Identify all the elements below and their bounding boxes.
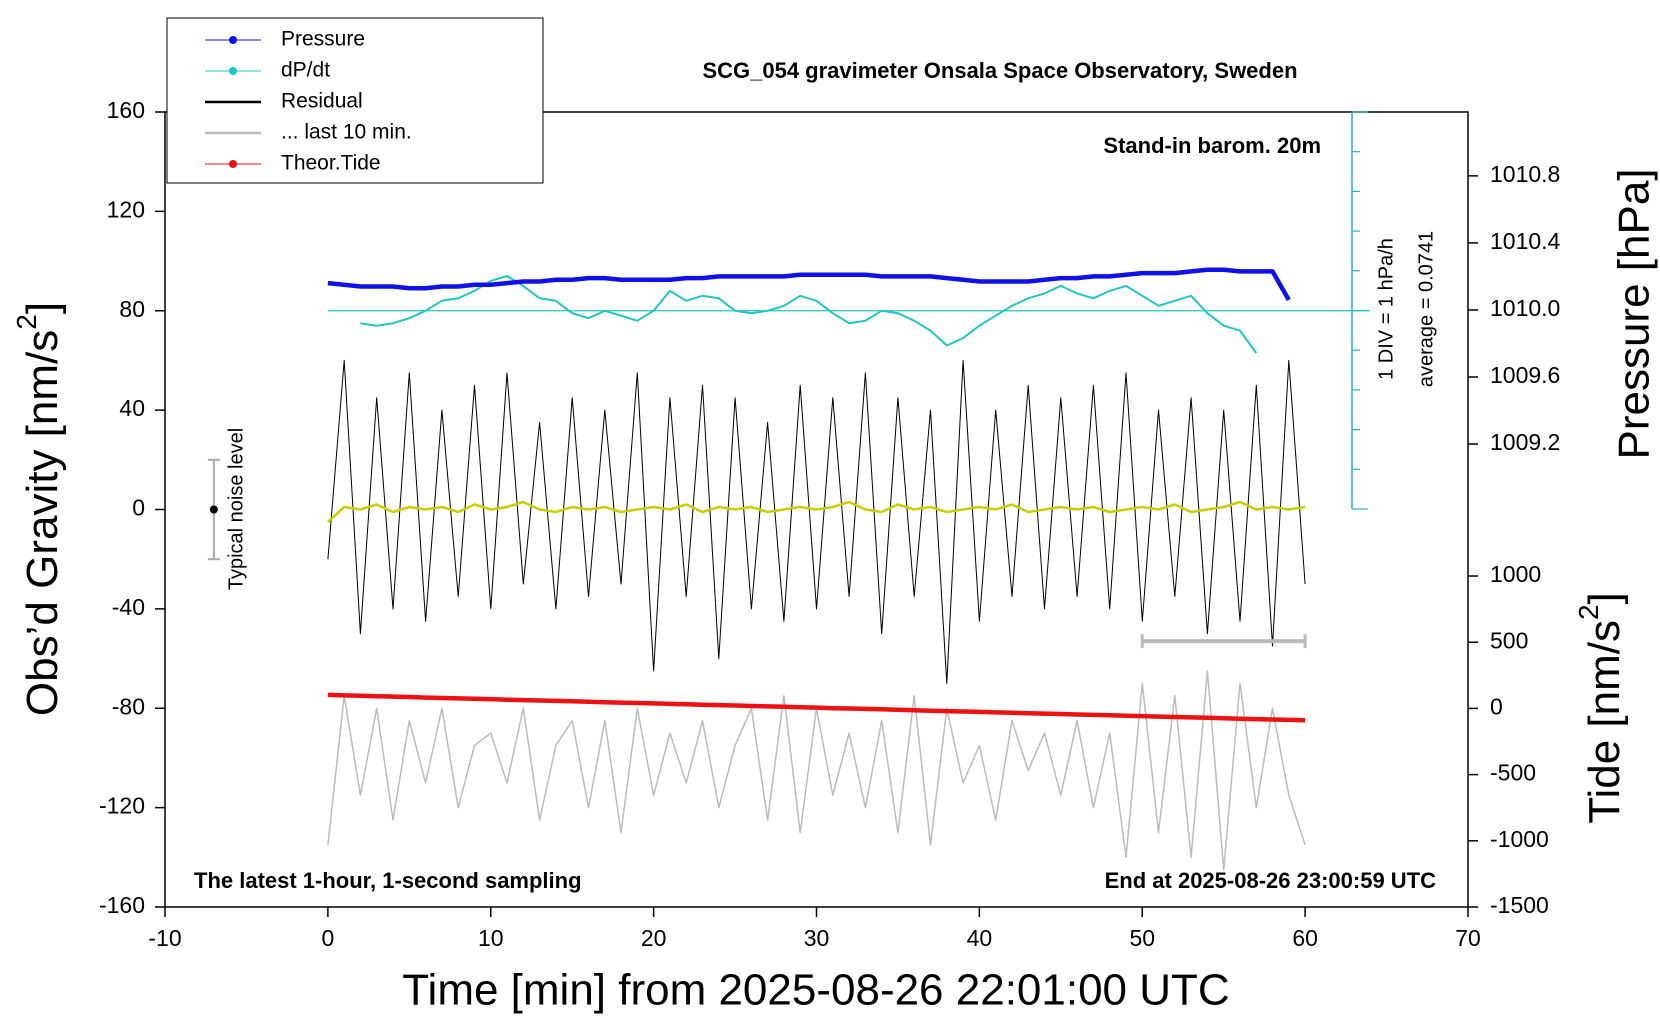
- y2-tick-label: 1010.4: [1490, 228, 1561, 254]
- y-tick-label: -120: [99, 793, 145, 819]
- y2-tick-label: 1009.2: [1490, 429, 1560, 455]
- y-tick-label: -40: [112, 594, 145, 620]
- legend-label: Pressure: [281, 28, 365, 51]
- label-superscript: 2: [11, 314, 42, 330]
- y3-tick-label: -500: [1490, 760, 1536, 786]
- noise-label: Typical noise level: [225, 428, 247, 590]
- y-tick-label: 0: [132, 495, 145, 521]
- y2-axis-label: Pressure [hPa]: [1610, 168, 1659, 459]
- plot-area: [207, 267, 1370, 871]
- label-part: Tide [nm/s: [1580, 620, 1629, 824]
- y3-tick-label: 0: [1490, 693, 1503, 719]
- x-tick-label: 60: [1292, 925, 1318, 951]
- legend: Pressure dP/dt Residual ... last 10 min. The…: [205, 28, 412, 175]
- series-line: [360, 275, 1258, 354]
- y-tick-label: -160: [99, 892, 145, 918]
- annotation: Stand-in barom. 20m: [1103, 133, 1321, 158]
- x-tick-label: -10: [148, 925, 181, 951]
- y2-tick-label: 1009.6: [1490, 362, 1560, 388]
- y3-tick-label: -1500: [1490, 892, 1549, 918]
- y-tick-label: 160: [107, 97, 145, 123]
- y-axis-label: Obs’d Gravity [nm/s2]: [11, 302, 66, 716]
- y3-tick-label: 1000: [1490, 561, 1541, 587]
- legend-label: ... last 10 min.: [281, 121, 412, 144]
- legend-label: Theor.Tide: [281, 152, 381, 175]
- label-part: ]: [18, 302, 67, 314]
- legend-label: dP/dt: [281, 59, 330, 82]
- error-point: [209, 505, 218, 514]
- legend-marker: [229, 67, 237, 75]
- label-superscript: 2: [1573, 604, 1604, 620]
- annotation: The latest 1-hour, 1-second sampling: [194, 868, 582, 893]
- series-line: [327, 267, 1291, 302]
- y-tick-label: 80: [119, 296, 145, 322]
- legend-marker: [229, 36, 237, 44]
- x-tick-label: 40: [967, 925, 993, 951]
- series-line: [327, 692, 1306, 723]
- series-line: [327, 500, 1306, 523]
- x-axis-label: Time [min] from 2025-08-26 22:01:00 UTC: [402, 966, 1229, 1015]
- chart-title: SCG_054 gravimeter Onsala Space Observat…: [702, 58, 1297, 83]
- annotation: 1 DIV = 1 hPa/h: [1375, 238, 1397, 380]
- annotation: End at 2025-08-26 23:00:59 UTC: [1105, 868, 1436, 893]
- legend-label: Residual: [281, 90, 363, 113]
- y-tick-label: 40: [119, 395, 145, 421]
- y3-axis-label: Tide [nm/s2]: [1573, 592, 1628, 824]
- y2-tick-label: 1010.0: [1490, 295, 1560, 321]
- label-part: Obs’d Gravity [nm/s: [18, 330, 67, 716]
- x-tick-label: 30: [804, 925, 830, 951]
- x-tick-label: 70: [1455, 925, 1481, 951]
- x-tick-label: 20: [641, 925, 667, 951]
- label-part: ]: [1580, 592, 1629, 604]
- series-line: [327, 359, 1306, 684]
- legend-marker: [229, 160, 237, 168]
- y2-tick-label: 1010.8: [1490, 161, 1560, 187]
- x-tick-label: 0: [321, 925, 334, 951]
- y3-tick-label: -1000: [1490, 826, 1549, 852]
- legend-box: [166, 17, 544, 184]
- y-tick-label: -80: [112, 693, 145, 719]
- x-tick-label: 10: [478, 925, 504, 951]
- x-tick-label: 50: [1129, 925, 1155, 951]
- y3-tick-label: 500: [1490, 627, 1528, 653]
- y-tick-label: 120: [107, 196, 145, 222]
- annotation: average = 0.0741: [1415, 231, 1437, 387]
